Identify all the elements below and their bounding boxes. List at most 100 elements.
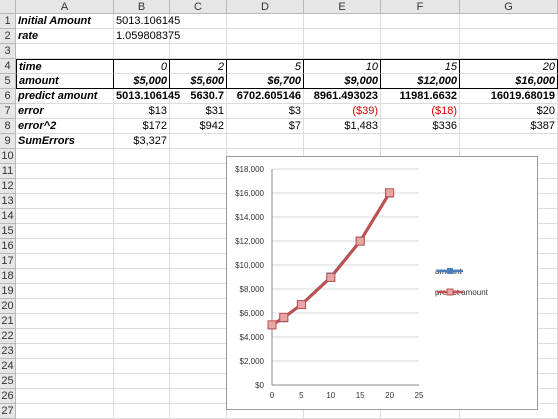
cell-e1[interactable]	[304, 14, 381, 29]
cell-b24[interactable]	[114, 359, 170, 374]
cell-b18[interactable]	[114, 269, 170, 284]
cell-f2[interactable]	[381, 29, 460, 44]
cell-c27[interactable]	[170, 404, 227, 419]
cell-d1[interactable]	[227, 14, 304, 29]
row-header-1[interactable]: 1	[0, 14, 16, 29]
cell-d4[interactable]: 5	[227, 59, 304, 74]
row-header-13[interactable]: 13	[0, 194, 16, 209]
cell-a7[interactable]: error	[16, 104, 114, 119]
cell-e5[interactable]: $9,000	[304, 74, 381, 89]
cell-b6[interactable]: 5013.106145	[114, 89, 181, 104]
row-header-9[interactable]: 9	[0, 134, 16, 149]
cell-a3[interactable]	[16, 44, 114, 59]
cell-e7[interactable]: ($39)	[304, 104, 381, 119]
cell-a24[interactable]	[16, 359, 114, 374]
cell-a12[interactable]	[16, 179, 114, 194]
cell-c22[interactable]	[170, 329, 227, 344]
cell-b12[interactable]	[114, 179, 170, 194]
row-header-25[interactable]: 25	[0, 374, 16, 389]
column-header-c[interactable]: C	[170, 0, 227, 14]
cell-c1[interactable]	[170, 14, 227, 29]
cell-a4[interactable]: time	[16, 59, 114, 74]
cell-e6[interactable]: 8961.493023	[304, 89, 381, 104]
cell-b23[interactable]	[114, 344, 170, 359]
row-header-10[interactable]: 10	[0, 149, 16, 164]
cell-d3[interactable]	[227, 44, 304, 59]
cell-b2[interactable]: 1.059808375	[114, 29, 181, 44]
cell-c15[interactable]	[170, 224, 227, 239]
row-header-24[interactable]: 24	[0, 359, 16, 374]
cell-a16[interactable]	[16, 239, 114, 254]
cell-a6[interactable]: predict amount	[16, 89, 114, 104]
cell-c8[interactable]: $942	[170, 119, 227, 134]
row-header-6[interactable]: 6	[0, 89, 16, 104]
cell-c10[interactable]	[170, 149, 227, 164]
row-header-8[interactable]: 8	[0, 119, 16, 134]
cell-b22[interactable]	[114, 329, 170, 344]
cell-c7[interactable]: $31	[170, 104, 227, 119]
cell-b21[interactable]	[114, 314, 170, 329]
cell-b9[interactable]: $3,327	[114, 134, 170, 149]
row-header-14[interactable]: 14	[0, 209, 16, 224]
cell-b5[interactable]: $5,000	[114, 74, 170, 89]
cell-a21[interactable]	[16, 314, 114, 329]
cell-b4[interactable]: 0	[114, 59, 170, 74]
cell-b25[interactable]	[114, 374, 170, 389]
cell-g6[interactable]: 16019.68019	[460, 89, 558, 104]
cell-c16[interactable]	[170, 239, 227, 254]
cell-a27[interactable]	[16, 404, 114, 419]
row-header-5[interactable]: 5	[0, 74, 16, 89]
cell-a13[interactable]	[16, 194, 114, 209]
cell-a15[interactable]	[16, 224, 114, 239]
cell-c18[interactable]	[170, 269, 227, 284]
row-header-7[interactable]: 7	[0, 104, 16, 119]
cell-c23[interactable]	[170, 344, 227, 359]
cell-d6[interactable]: 6702.605146	[227, 89, 304, 104]
cell-f7[interactable]: ($18)	[381, 104, 460, 119]
select-all-corner[interactable]	[0, 0, 16, 14]
column-header-d[interactable]: D	[227, 0, 304, 14]
row-header-16[interactable]: 16	[0, 239, 16, 254]
cell-c14[interactable]	[170, 209, 227, 224]
cell-d9[interactable]	[227, 134, 304, 149]
cell-c13[interactable]	[170, 194, 227, 209]
cell-c12[interactable]	[170, 179, 227, 194]
cell-g3[interactable]	[460, 44, 558, 59]
cell-a8[interactable]: error^2	[16, 119, 114, 134]
cell-c19[interactable]	[170, 284, 227, 299]
cell-c11[interactable]	[170, 164, 227, 179]
cell-a2[interactable]: rate	[16, 29, 114, 44]
row-header-19[interactable]: 19	[0, 284, 16, 299]
cell-a19[interactable]	[16, 284, 114, 299]
cell-b7[interactable]: $13	[114, 104, 170, 119]
cell-a26[interactable]	[16, 389, 114, 404]
cell-b11[interactable]	[114, 164, 170, 179]
cell-e8[interactable]: $1,483	[304, 119, 381, 134]
cell-a17[interactable]	[16, 254, 114, 269]
cell-c6[interactable]: 5630.7	[170, 89, 227, 104]
column-header-a[interactable]: A	[16, 0, 114, 14]
column-header-f[interactable]: F	[381, 0, 460, 14]
cell-f4[interactable]: 15	[381, 59, 460, 74]
cell-a14[interactable]	[16, 209, 114, 224]
cell-b10[interactable]	[114, 149, 170, 164]
cell-a5[interactable]: amount	[16, 74, 114, 89]
row-header-2[interactable]: 2	[0, 29, 16, 44]
row-header-3[interactable]: 3	[0, 44, 16, 59]
cell-a20[interactable]	[16, 299, 114, 314]
cell-b20[interactable]	[114, 299, 170, 314]
cell-e4[interactable]: 10	[304, 59, 381, 74]
row-header-23[interactable]: 23	[0, 344, 16, 359]
row-header-12[interactable]: 12	[0, 179, 16, 194]
cell-b14[interactable]	[114, 209, 170, 224]
row-header-22[interactable]: 22	[0, 329, 16, 344]
cell-f5[interactable]: $12,000	[381, 74, 460, 89]
row-header-27[interactable]: 27	[0, 404, 16, 419]
cell-a9[interactable]: SumErrors	[16, 134, 114, 149]
cell-a1[interactable]: Initial Amount	[16, 14, 114, 29]
cell-c26[interactable]	[170, 389, 227, 404]
row-header-20[interactable]: 20	[0, 299, 16, 314]
cell-f1[interactable]	[381, 14, 460, 29]
cell-a18[interactable]	[16, 269, 114, 284]
cell-f6[interactable]: 11981.6632	[381, 89, 460, 104]
